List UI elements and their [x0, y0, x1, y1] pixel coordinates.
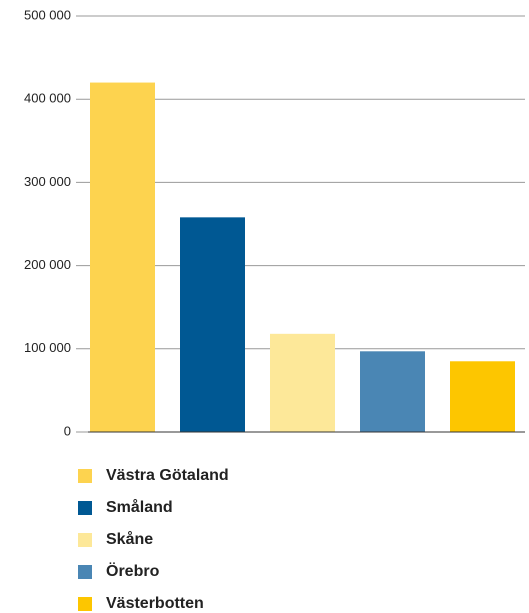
legend-label: Örebro: [106, 561, 160, 580]
y-tick-label: 300 000: [24, 174, 71, 189]
bar: [270, 333, 335, 432]
bar: [90, 82, 155, 432]
bar: [180, 217, 245, 432]
legend-label: Skåne: [106, 530, 153, 548]
legend-swatch: [78, 597, 92, 611]
legend-swatch: [78, 565, 92, 579]
legend-swatch: [78, 501, 92, 515]
legend-swatch: [78, 469, 92, 483]
legend-swatch: [78, 533, 92, 547]
y-tick-label: 400 000: [24, 91, 71, 106]
legend-label: Västra Götaland: [106, 467, 229, 484]
y-tick-label: 100 000: [24, 340, 71, 355]
bar: [450, 361, 515, 432]
legend-label: Västerbotten: [106, 595, 204, 612]
y-tick-label: 500 000: [24, 7, 71, 22]
y-tick-label: 0: [64, 423, 71, 438]
legend-label: Småland: [106, 498, 173, 516]
y-tick-label: 200 000: [24, 257, 71, 272]
bar: [360, 351, 425, 432]
